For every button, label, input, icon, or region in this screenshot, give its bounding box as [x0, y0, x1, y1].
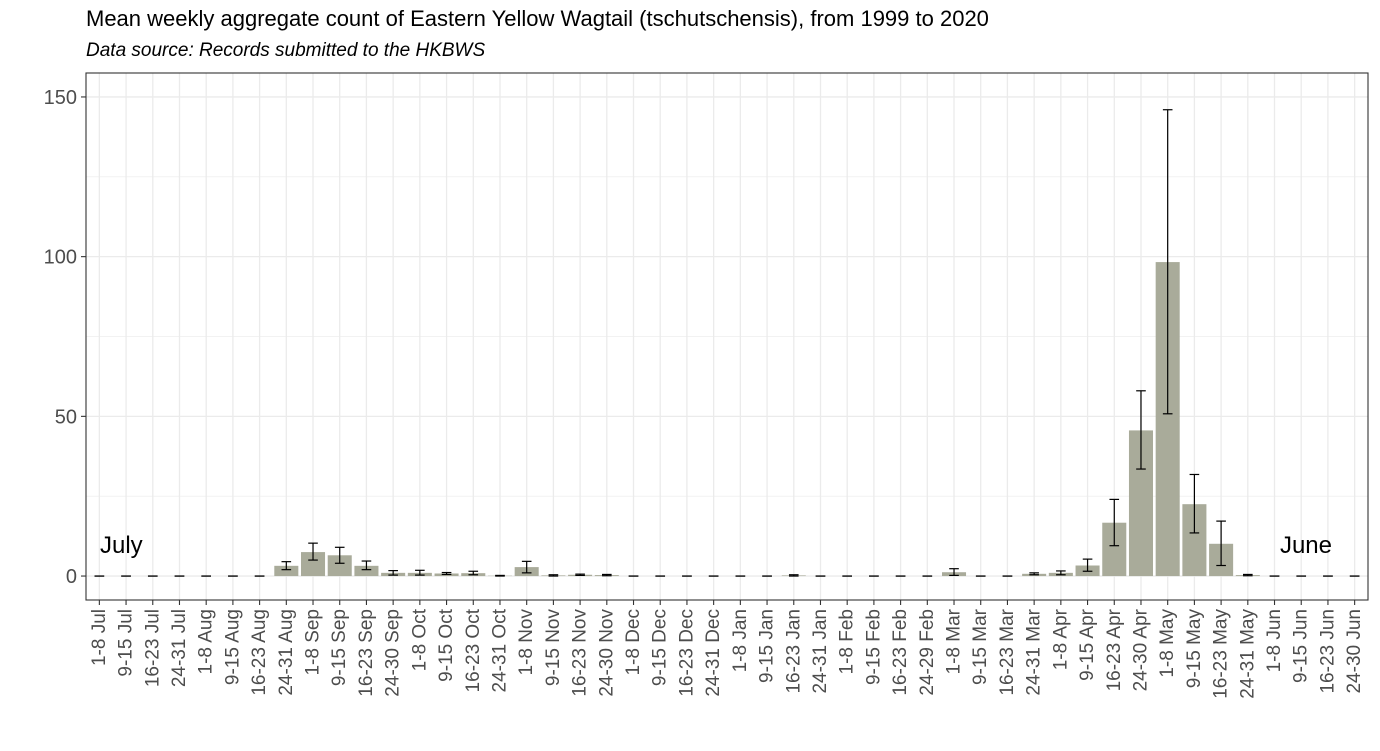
- x-tick-label: 9-15 Sep: [329, 609, 350, 686]
- error-bar: [1056, 570, 1066, 576]
- major-gridlines: [86, 73, 1368, 600]
- bar: [274, 565, 299, 577]
- x-tick-label: 16-23 Feb: [890, 609, 911, 696]
- x-tick-label: 9-15 Dec: [650, 609, 671, 686]
- x-tick-label: 9-15 May: [1184, 609, 1205, 689]
- x-tick-label: 16-23 Mar: [997, 608, 1018, 695]
- error-bar: [1243, 573, 1253, 577]
- x-tick-label: 9-15 Jan: [757, 609, 778, 683]
- y-axis: 0 50 100 150: [44, 87, 86, 588]
- x-tick-label: 9-15 Apr: [1077, 608, 1098, 680]
- x-tick-label: 9-15 Feb: [863, 609, 884, 685]
- x-tick-label: 24-29 Feb: [917, 609, 938, 696]
- x-tick-label: 1-8 Aug: [196, 609, 217, 675]
- x-tick-label: 1-8 Jul: [89, 609, 110, 666]
- x-tick-label: 1-8 Nov: [516, 609, 537, 676]
- x-tick-label: 16-23 Jun: [1317, 609, 1338, 694]
- error-bar: [361, 560, 372, 571]
- x-tick-label: 16-23 Sep: [356, 609, 377, 697]
- x-tick-label: 1-8 Jan: [730, 609, 751, 672]
- y-tick-label: 50: [55, 406, 77, 428]
- minor-gridlines: [86, 176, 1368, 497]
- error-bar: [1109, 498, 1120, 547]
- x-tick-label: 1-8 Jun: [1264, 609, 1285, 672]
- error-bar: [334, 546, 345, 564]
- error-bar: [415, 569, 425, 576]
- chart-subtitle: Data source: Records submitted to the HK…: [86, 40, 486, 61]
- x-tick-label: 1-8 Feb: [837, 609, 858, 674]
- error-bar: [788, 574, 799, 577]
- error-bar: [308, 542, 318, 561]
- error-bar: [1216, 520, 1226, 567]
- y-tick-label: 0: [66, 566, 77, 588]
- x-tick-label: 1-8 Dec: [623, 609, 644, 676]
- x-tick-label: 24-31 Aug: [276, 609, 297, 696]
- x-tick-label: 1-8 Oct: [409, 608, 430, 671]
- x-tick-label: 24-30 Nov: [596, 609, 617, 697]
- error-bar: [602, 573, 612, 577]
- error-bars: [94, 109, 1360, 577]
- y-tick-label: 150: [44, 87, 77, 109]
- x-tick-label: 24-30 Apr: [1130, 608, 1151, 691]
- chart-title: Mean weekly aggregate count of Eastern Y…: [86, 6, 989, 31]
- y-tick-label: 100: [44, 247, 77, 269]
- error-bar: [521, 560, 532, 574]
- x-tick-label: 1-8 May: [1157, 609, 1178, 678]
- x-tick-label: 9-15 Jun: [1291, 609, 1312, 683]
- error-bar: [575, 573, 585, 577]
- x-tick-label: 16-23 Jul: [142, 609, 163, 687]
- x-tick-label: 16-23 Jan: [783, 609, 804, 694]
- annotations: July June: [100, 532, 1332, 559]
- error-bar: [388, 570, 398, 576]
- x-tick-label: 16-23 Nov: [570, 609, 591, 697]
- error-bar: [1029, 572, 1039, 576]
- x-tick-label: 9-15 Oct: [436, 608, 457, 682]
- annotation-july: July: [100, 532, 143, 559]
- x-tick-label: 16-23 Aug: [249, 609, 270, 696]
- bar: [301, 552, 326, 577]
- error-bar: [1082, 558, 1093, 572]
- x-tick-label: 9-15 Jul: [116, 609, 137, 677]
- error-bar: [468, 570, 479, 576]
- error-bar: [495, 574, 505, 577]
- error-bar: [281, 561, 292, 571]
- error-bar: [1136, 390, 1146, 470]
- bar: [354, 565, 379, 577]
- x-tick-label: 24-31 Oct: [489, 608, 510, 692]
- x-tick-label: 24-31 May: [1237, 609, 1258, 699]
- error-bar: [548, 574, 559, 577]
- error-bar: [949, 568, 959, 577]
- panel-border: [85, 72, 1369, 601]
- x-tick-label: 9-15 Mar: [970, 608, 991, 685]
- error-bar: [1189, 473, 1200, 534]
- x-tick-label: 1-8 Apr: [1050, 608, 1071, 670]
- x-tick-label: 16-23 Apr: [1104, 608, 1125, 691]
- x-axis: 1-8 Jul 9-15 Jul 16-23 Jul 24-31 Jul 1-8 Aug…: [89, 600, 1365, 699]
- x-tick-label: 16-23 Oct: [463, 608, 484, 692]
- error-bar: [441, 571, 452, 576]
- x-tick-label: 16-23 Dec: [676, 609, 697, 697]
- x-tick-label: 24-30 Sep: [383, 609, 404, 697]
- x-tick-label: 9-15 Aug: [222, 609, 243, 685]
- x-tick-label: 1-8 Mar: [944, 608, 965, 674]
- x-tick-label: 24-31 Jul: [169, 609, 190, 687]
- bars: [87, 262, 1367, 577]
- x-tick-label: 24-31 Mar: [1024, 608, 1045, 695]
- x-tick-label: 24-31 Jan: [810, 609, 831, 694]
- annotation-june: June: [1280, 532, 1332, 559]
- x-tick-label: 9-15 Nov: [543, 609, 564, 687]
- bar: [327, 555, 352, 577]
- x-tick-label: 16-23 May: [1211, 609, 1232, 699]
- x-tick-label: 24-30 Jun: [1344, 609, 1365, 694]
- x-tick-label: 24-31 Dec: [703, 609, 724, 697]
- x-tick-label: 1-8 Sep: [303, 609, 324, 676]
- error-bar: [1162, 109, 1173, 415]
